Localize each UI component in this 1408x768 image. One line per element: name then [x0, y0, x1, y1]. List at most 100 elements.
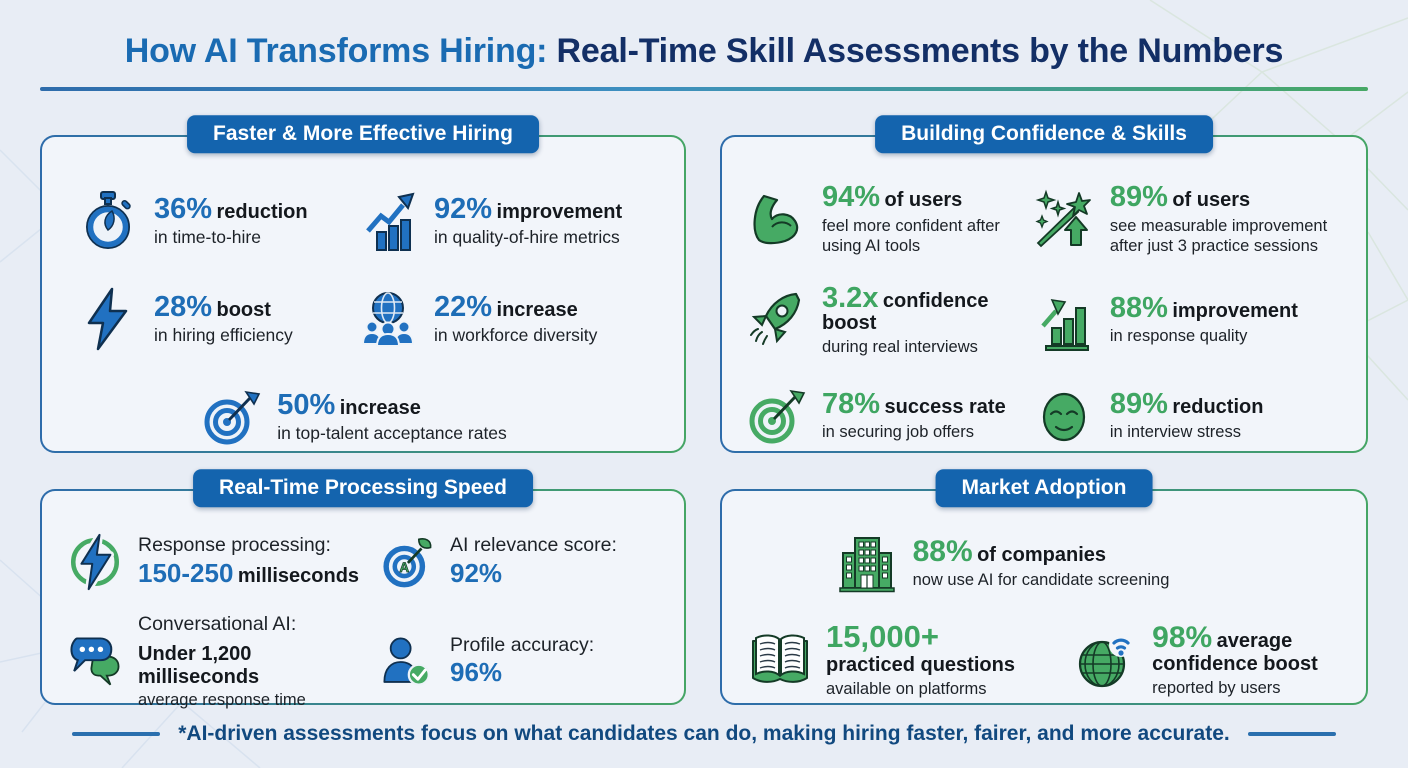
- stat-sub: feel more confident after using AI tools: [822, 216, 1000, 255]
- stat-label: confidence boost: [822, 289, 989, 334]
- stat-sub: during real interviews: [822, 337, 978, 356]
- stat-label: increase: [339, 396, 421, 419]
- stat-measurable-improvement: 89% of users see measurable improvement a…: [1032, 179, 1350, 259]
- stat-interview-stress: 89% reduction in interview stress: [1032, 380, 1350, 451]
- panel-body-processing-speed: Response processing: 150-250 milliseconds…: [42, 491, 684, 709]
- stat-label: improvement: [1172, 300, 1298, 323]
- profile-check-icon: [378, 633, 436, 691]
- rocket-icon: [744, 288, 808, 352]
- energy-circle-icon: [66, 533, 124, 591]
- stat-sub: in quality-of-hire metrics: [434, 227, 620, 248]
- stat-practiced-questions: 15,000+ practiced questions available on p…: [748, 617, 1074, 703]
- stat-acceptance-rates: 50% increase in top-talent acceptance rat…: [199, 383, 507, 451]
- stat-value: 150-250: [138, 557, 234, 588]
- building-icon: [835, 531, 899, 595]
- page-title: How AI Transforms Hiring: Real-Time Skil…: [0, 0, 1408, 71]
- stat-value: 88%: [912, 534, 973, 568]
- footnote-row: *AI-driven assessments focus on what can…: [0, 722, 1408, 746]
- growth-chart-icon: [356, 189, 420, 253]
- chat-bubbles-icon: [66, 633, 124, 691]
- title-lead: How AI Transforms Hiring:: [124, 32, 548, 70]
- panel-market-adoption: Market Adoption 88% of companies now use …: [720, 469, 1368, 705]
- panel-body-market-adoption: 88% of companies now use AI for candidate…: [722, 491, 1366, 703]
- stat-conversational-ai: Conversational AI: Under 1,200 millisecon…: [66, 613, 378, 710]
- globe-wifi-icon: [1074, 628, 1138, 692]
- ai-target-icon: A: [378, 533, 436, 591]
- calm-face-icon: [1032, 384, 1096, 448]
- stat-feel-confident: 94% of users feel more confident after us…: [744, 179, 1032, 259]
- panels-grid: Faster & More Effective Hiring 36% reduc…: [40, 115, 1368, 709]
- diversity-globe-icon: [356, 287, 420, 351]
- stat-sub: in hiring efficiency: [154, 325, 293, 346]
- title-rest: Real-Time Skill Assessments by the Numbe…: [547, 32, 1284, 70]
- stat-label: increase: [496, 298, 578, 321]
- stat-label: reduction: [1172, 395, 1264, 418]
- stat-value: 78%: [822, 387, 881, 420]
- stat-companies-ai-screening: 88% of companies now use AI for candidate…: [835, 527, 1169, 599]
- stat-confidence-boost: 3.2x confidence boost during real intervi…: [744, 279, 1032, 360]
- stat-hiring-efficiency: 28% boost in hiring efficiency: [76, 285, 356, 353]
- stat-workforce-diversity: 22% increase in workforce diversity: [356, 285, 658, 353]
- stat-value: 3.2x: [822, 281, 879, 314]
- stat-sub: in top-talent acceptance rates: [277, 423, 507, 444]
- stat-label: average confidence boost: [1152, 630, 1318, 675]
- footnote-text: *AI-driven assessments focus on what can…: [178, 722, 1230, 745]
- stat-label: improvement: [496, 200, 623, 223]
- stat-value: 28%: [154, 290, 213, 323]
- bicep-icon: [744, 187, 808, 251]
- stat-value: 89%: [1109, 181, 1168, 214]
- stat-sub: in response quality: [1109, 327, 1248, 346]
- stopwatch-icon: [76, 189, 140, 253]
- book-icon: [748, 628, 812, 692]
- wand-sparkles-icon: [1032, 187, 1096, 251]
- panel-header-market-adoption: Market Adoption: [935, 469, 1153, 508]
- panel-processing-speed: Real-Time Processing Speed Response proc…: [40, 469, 686, 709]
- stat-label: practiced questions: [826, 653, 1015, 676]
- stat-value: 92%: [434, 192, 493, 225]
- panel-faster-hiring: Faster & More Effective Hiring 36% reduc…: [40, 115, 686, 453]
- stat-label: of users: [1172, 189, 1251, 212]
- panel-body-building-confidence: 94% of users feel more confident after us…: [722, 137, 1366, 451]
- stat-job-offers: 78% success rate in securing job offers: [744, 380, 1032, 451]
- stat-ai-relevance: A AI relevance score: 92%: [378, 533, 666, 591]
- stat-sub: in time-to-hire: [154, 227, 261, 248]
- stat-value: 15,000+: [826, 619, 939, 655]
- stat-value: 92%: [450, 557, 503, 588]
- stat-sub: see measurable improvement after just 3 …: [1109, 216, 1328, 255]
- stat-value: 22%: [434, 290, 493, 323]
- stat-sub: in workforce diversity: [434, 325, 598, 346]
- stat-label: reduction: [216, 200, 308, 223]
- stat-label: of users: [884, 189, 963, 212]
- stat-response-quality: 88% improvement in response quality: [1032, 279, 1350, 360]
- stat-sub: in interview stress: [1109, 423, 1241, 442]
- footnote-line-left: [72, 732, 161, 736]
- stat-caption: Response processing:: [138, 534, 331, 557]
- stat-caption: Conversational AI:: [138, 613, 297, 635]
- stat-value: 94%: [822, 181, 881, 214]
- target-dart-icon: [199, 385, 263, 449]
- bars-up-icon: [1032, 288, 1096, 352]
- stat-sub: average response time: [138, 691, 306, 710]
- stat-unit: milliseconds: [237, 564, 360, 587]
- stat-label: of companies: [977, 543, 1106, 566]
- lightning-icon: [76, 287, 140, 351]
- stat-caption: Profile accuracy:: [450, 634, 595, 657]
- footnote-line-right: [1247, 732, 1336, 736]
- stat-value: 96%: [450, 657, 503, 688]
- stat-unit: Under 1,200 milliseconds: [138, 643, 260, 689]
- panel-header-faster-hiring: Faster & More Effective Hiring: [187, 115, 539, 154]
- stat-time-to-hire: 36% reduction in time-to-hire: [76, 187, 356, 255]
- stat-label: boost: [216, 298, 271, 321]
- stat-sub: in securing job offers: [822, 423, 974, 442]
- stat-value: 36%: [154, 192, 213, 225]
- stat-response-processing: Response processing: 150-250 milliseconds: [66, 533, 378, 591]
- stat-quality-of-hire: 92% improvement in quality-of-hire metric…: [356, 187, 658, 255]
- stat-sub: available on platforms: [826, 679, 987, 698]
- stat-caption: AI relevance score:: [450, 534, 617, 557]
- panel-header-building-confidence: Building Confidence & Skills: [875, 115, 1213, 154]
- stat-value: 50%: [277, 388, 336, 421]
- target-green-icon: [744, 384, 808, 448]
- stat-value: 98%: [1152, 621, 1213, 655]
- panel-body-faster-hiring: 36% reduction in time-to-hire 92% improve…: [42, 137, 684, 451]
